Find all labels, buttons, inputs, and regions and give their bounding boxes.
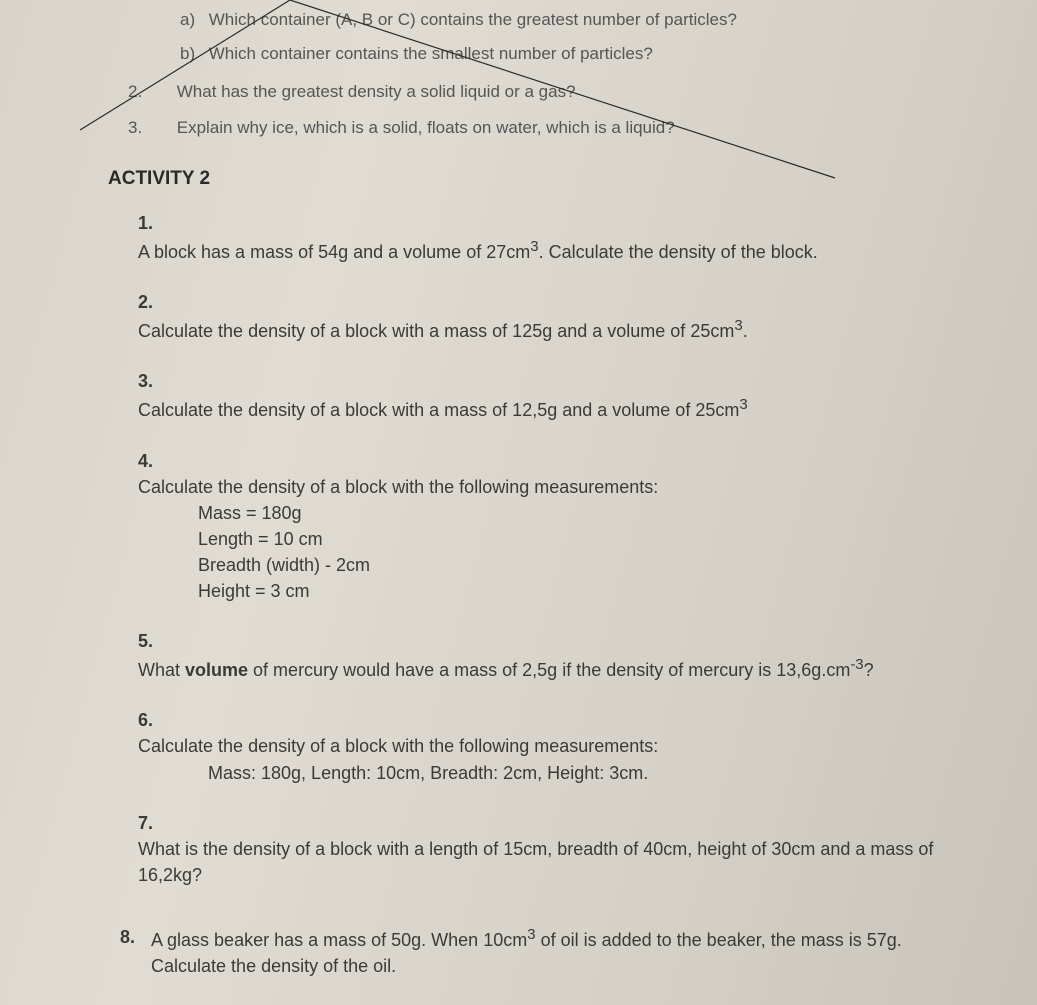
text-q2: What has the greatest density a solid li… bbox=[177, 82, 576, 101]
activity-title: ACTIVITY 2 bbox=[108, 168, 977, 190]
item-number: 6. bbox=[138, 707, 164, 733]
measurements-line: Mass: 180g, Length: 10cm, Breadth: 2cm, … bbox=[208, 763, 648, 783]
item-body: Calculate the density of a block with a … bbox=[138, 394, 958, 423]
label-a: a) bbox=[180, 10, 204, 30]
activity-item-2: 2. Calculate the density of a block with… bbox=[138, 289, 977, 344]
item-number: 2. bbox=[138, 289, 164, 315]
question-3: 3. Explain why ice, which is a solid, fl… bbox=[128, 118, 977, 138]
measurement-length: Length = 10 cm bbox=[198, 529, 323, 549]
item-body: Calculate the density of a block with th… bbox=[138, 733, 958, 785]
label-b: b) bbox=[180, 44, 204, 64]
activity-item-5: 5. What volume of mercury would have a m… bbox=[138, 628, 977, 683]
measurement-mass: Mass = 180g bbox=[198, 503, 302, 523]
item-body: Calculate the density of a block with th… bbox=[138, 474, 958, 604]
item-number: 5. bbox=[138, 628, 164, 654]
measurement-breadth: Breadth (width) - 2cm bbox=[198, 555, 370, 575]
text-b: Which container contains the smallest nu… bbox=[209, 44, 653, 63]
sub-question-a: a) Which container (A, B or C) contains … bbox=[180, 10, 977, 30]
item-body: Calculate the density of a block with a … bbox=[138, 315, 958, 344]
activity-item-4: 4. Calculate the density of a block with… bbox=[138, 448, 977, 605]
item-body: What volume of mercury would have a mass… bbox=[138, 654, 958, 683]
text-q3: Explain why ice, which is a solid, float… bbox=[177, 118, 675, 137]
label-2: 2. bbox=[128, 82, 172, 102]
document-page: a) Which container (A, B or C) contains … bbox=[0, 0, 1037, 1005]
activity-item-1: 1. A block has a mass of 54g and a volum… bbox=[138, 210, 977, 265]
item-body: A block has a mass of 54g and a volume o… bbox=[138, 236, 958, 265]
text-a: Which container (A, B or C) contains the… bbox=[209, 10, 737, 29]
measurement-height: Height = 3 cm bbox=[198, 581, 310, 601]
item-number: 4. bbox=[138, 448, 164, 474]
sub-question-b: b) Which container contains the smallest… bbox=[180, 44, 977, 64]
activity-item-8: 8. A glass beaker has a mass of 50g. Whe… bbox=[120, 924, 977, 979]
item-body: What is the density of a block with a le… bbox=[138, 836, 958, 888]
label-3: 3. bbox=[128, 118, 172, 138]
item-number: 1. bbox=[138, 210, 164, 236]
item-number: 7. bbox=[138, 810, 164, 836]
item-number: 3. bbox=[138, 368, 164, 394]
activity-item-7: 7. What is the density of a block with a… bbox=[138, 810, 977, 888]
activity-item-3: 3. Calculate the density of a block with… bbox=[138, 368, 977, 423]
question-2: 2. What has the greatest density a solid… bbox=[128, 82, 977, 102]
item-number: 8. bbox=[120, 924, 146, 950]
item-body: A glass beaker has a mass of 50g. When 1… bbox=[151, 924, 971, 979]
activity-item-6: 6. Calculate the density of a block with… bbox=[138, 707, 977, 785]
